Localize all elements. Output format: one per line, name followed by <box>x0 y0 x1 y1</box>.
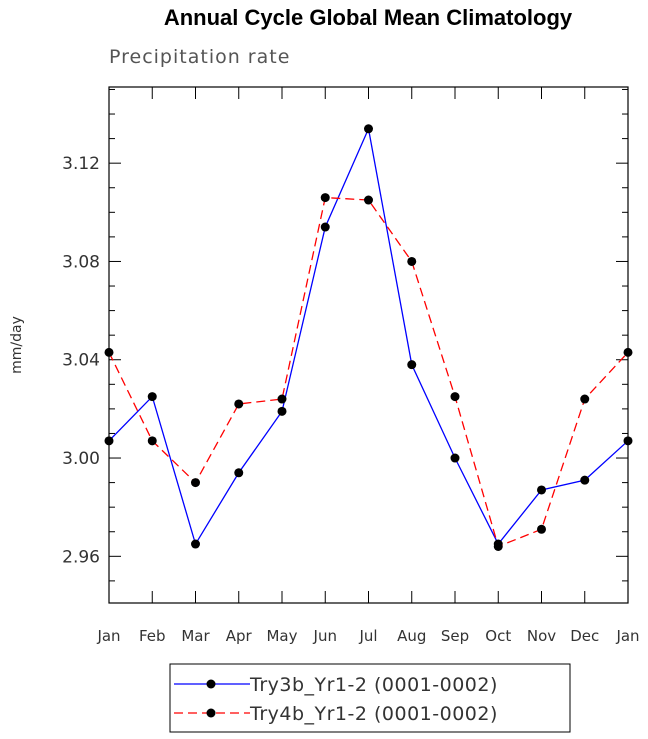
y-tick-label: 3.08 <box>62 252 100 272</box>
series-2-point <box>234 399 244 409</box>
plot-area: 2.96 3.00 3.04 3.08 3.12 Jan Feb Mar Apr May Jun Ju… <box>62 86 640 645</box>
series-2-point <box>450 392 460 402</box>
series-2-point <box>320 193 330 203</box>
series-2-point <box>407 256 417 266</box>
x-tick-label: Aug <box>397 627 426 645</box>
series-1-point <box>623 436 633 446</box>
legend-box <box>169 663 571 733</box>
x-tick-label: Nov <box>527 627 556 645</box>
chart-subtitle: Precipitation rate <box>109 46 290 68</box>
x-tick-label: Mar <box>181 627 210 645</box>
y-axis-label: mm/day <box>9 316 25 374</box>
series-2-point <box>580 394 590 404</box>
y-tick-label: 3.00 <box>62 449 100 469</box>
plot-frame <box>108 86 629 604</box>
y-tick-label: 3.04 <box>62 351 100 371</box>
series-2-point <box>277 394 287 404</box>
series-2-point <box>191 478 200 488</box>
series-line-2 <box>108 196 629 548</box>
x-tick-label: Oct <box>485 627 511 645</box>
series-2-point <box>623 347 633 357</box>
series-2-point <box>104 347 114 357</box>
series-1-point <box>450 453 460 463</box>
legend-marker-1 <box>206 679 216 689</box>
legend: Try3b_Yr1-2 (0001-0002) Try4b_Yr1-2 (0001… <box>169 663 571 733</box>
y-tick-label: 2.96 <box>62 547 100 567</box>
x-tick-label: Sep <box>441 627 469 645</box>
series-1-point <box>537 485 546 495</box>
x-tick-label: Dec <box>570 627 599 645</box>
series-2-point <box>364 195 373 205</box>
series-1-point <box>277 406 287 416</box>
chart-title: Annual Cycle Global Mean Climatology <box>164 5 573 30</box>
legend-label-1: Try3b_Yr1-2 (0001-0002) <box>249 674 498 696</box>
series-2-point <box>493 541 503 551</box>
series-1-point <box>320 222 330 232</box>
series-2-point <box>537 524 546 534</box>
legend-label-2: Try4b_Yr1-2 (0001-0002) <box>249 703 498 725</box>
x-tick-label: Jan <box>96 627 120 645</box>
series-1-point <box>191 539 200 549</box>
series-1-point <box>580 475 590 485</box>
series-1-point <box>234 468 244 478</box>
x-tick-label: Feb <box>139 627 166 645</box>
series-1-point <box>147 392 157 402</box>
x-tick-label: Jun <box>313 627 337 645</box>
x-tick-label: Jul <box>358 627 377 645</box>
series-1-point <box>104 436 114 446</box>
series-1-point <box>364 124 373 134</box>
y-tick-label: 3.12 <box>62 154 100 174</box>
series-line-1 <box>108 126 629 546</box>
legend-marker-2 <box>206 708 216 718</box>
series-1-point <box>407 360 417 370</box>
x-tick-label: May <box>266 627 297 645</box>
x-tick-label: Jan <box>615 627 639 645</box>
x-tick-label: Apr <box>226 627 253 645</box>
series-2-point <box>147 436 157 446</box>
